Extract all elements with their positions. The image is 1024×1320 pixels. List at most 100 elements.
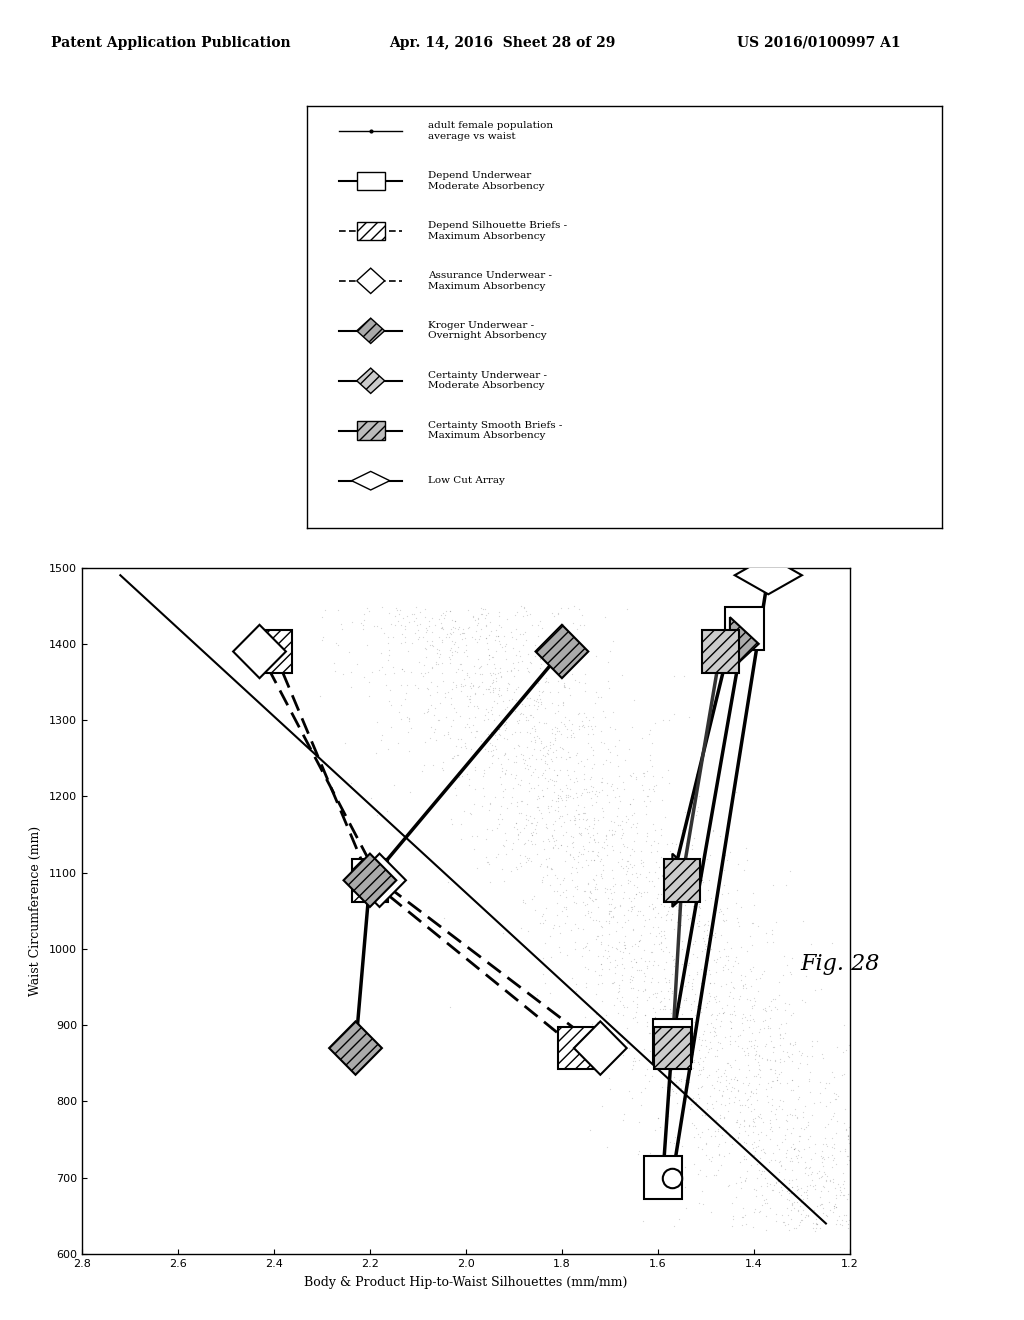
Point bbox=[666, 882, 682, 903]
Point bbox=[451, 766, 467, 787]
Point bbox=[757, 998, 773, 1019]
Point bbox=[523, 825, 540, 846]
Point bbox=[569, 787, 586, 808]
Point bbox=[689, 995, 706, 1016]
Point bbox=[763, 1076, 779, 1097]
Point bbox=[773, 1155, 790, 1176]
Point bbox=[599, 784, 615, 805]
Point bbox=[652, 1117, 669, 1138]
Point bbox=[463, 722, 479, 743]
Point bbox=[628, 863, 644, 884]
Point bbox=[886, 1152, 902, 1173]
Point bbox=[645, 898, 662, 919]
Point bbox=[410, 677, 426, 698]
Point bbox=[525, 822, 542, 843]
Point bbox=[819, 1181, 836, 1203]
Point bbox=[764, 1121, 780, 1142]
Point bbox=[546, 605, 562, 626]
Point bbox=[512, 721, 528, 742]
Point bbox=[696, 933, 713, 954]
Point bbox=[425, 635, 441, 656]
Point bbox=[433, 630, 450, 651]
Point bbox=[601, 879, 617, 900]
Point bbox=[805, 1176, 821, 1197]
Point bbox=[744, 912, 761, 933]
Point bbox=[558, 906, 574, 927]
Point bbox=[727, 1049, 743, 1071]
Point bbox=[555, 867, 571, 888]
Point bbox=[759, 1192, 775, 1213]
Point bbox=[497, 779, 513, 800]
Point bbox=[762, 1129, 778, 1150]
Point bbox=[697, 997, 714, 1018]
Point bbox=[778, 1110, 795, 1131]
Point bbox=[693, 1001, 710, 1022]
Point bbox=[649, 982, 666, 1003]
Point bbox=[457, 675, 473, 696]
Point bbox=[430, 609, 446, 630]
Point bbox=[349, 653, 366, 675]
Point bbox=[459, 714, 475, 735]
Point bbox=[546, 781, 562, 803]
Point bbox=[846, 1060, 862, 1081]
Point bbox=[513, 917, 529, 939]
Point bbox=[544, 693, 560, 714]
Point bbox=[876, 1220, 892, 1241]
Point bbox=[511, 803, 527, 824]
Point bbox=[625, 762, 641, 783]
Point bbox=[744, 935, 761, 956]
Point bbox=[763, 999, 779, 1020]
Point bbox=[716, 1146, 732, 1167]
Point bbox=[723, 1216, 739, 1237]
Point bbox=[666, 1216, 682, 1237]
Point bbox=[624, 970, 640, 991]
Point bbox=[688, 961, 705, 982]
Point bbox=[784, 1051, 801, 1072]
Point bbox=[469, 721, 485, 742]
Point bbox=[599, 948, 615, 969]
Point bbox=[681, 1072, 697, 1093]
Point bbox=[731, 1151, 748, 1172]
Point bbox=[797, 1192, 813, 1213]
Point bbox=[692, 898, 709, 919]
Point bbox=[465, 714, 481, 735]
Point bbox=[847, 1097, 863, 1118]
Point bbox=[503, 792, 519, 813]
Point bbox=[555, 693, 571, 714]
Point bbox=[757, 1010, 773, 1031]
Point bbox=[768, 1210, 784, 1232]
Point bbox=[791, 1140, 807, 1162]
Point bbox=[708, 991, 724, 1012]
Point bbox=[605, 906, 622, 927]
Point bbox=[574, 919, 591, 940]
Point bbox=[775, 1051, 792, 1072]
Point bbox=[711, 902, 727, 923]
Bar bbox=[351, 859, 388, 902]
Point bbox=[639, 957, 655, 978]
Point bbox=[863, 1185, 880, 1206]
Point bbox=[735, 1019, 752, 1040]
Point bbox=[669, 929, 685, 950]
Point bbox=[623, 896, 639, 917]
Point bbox=[488, 640, 505, 661]
Point bbox=[799, 1180, 815, 1201]
Point bbox=[360, 601, 377, 622]
Point bbox=[534, 853, 550, 874]
Point bbox=[740, 1045, 757, 1067]
Point bbox=[748, 1137, 764, 1158]
Point bbox=[534, 653, 550, 675]
Point bbox=[731, 985, 748, 1006]
Point bbox=[523, 822, 540, 843]
Point bbox=[552, 746, 568, 767]
Point bbox=[645, 813, 662, 834]
Point bbox=[633, 886, 649, 907]
Point bbox=[442, 715, 459, 737]
Point bbox=[451, 729, 467, 750]
Point bbox=[487, 619, 504, 640]
Point bbox=[543, 859, 559, 880]
Point bbox=[498, 717, 514, 738]
Point bbox=[593, 953, 609, 974]
Point bbox=[750, 1052, 766, 1073]
Point bbox=[636, 1005, 652, 1026]
Point bbox=[765, 1071, 781, 1092]
